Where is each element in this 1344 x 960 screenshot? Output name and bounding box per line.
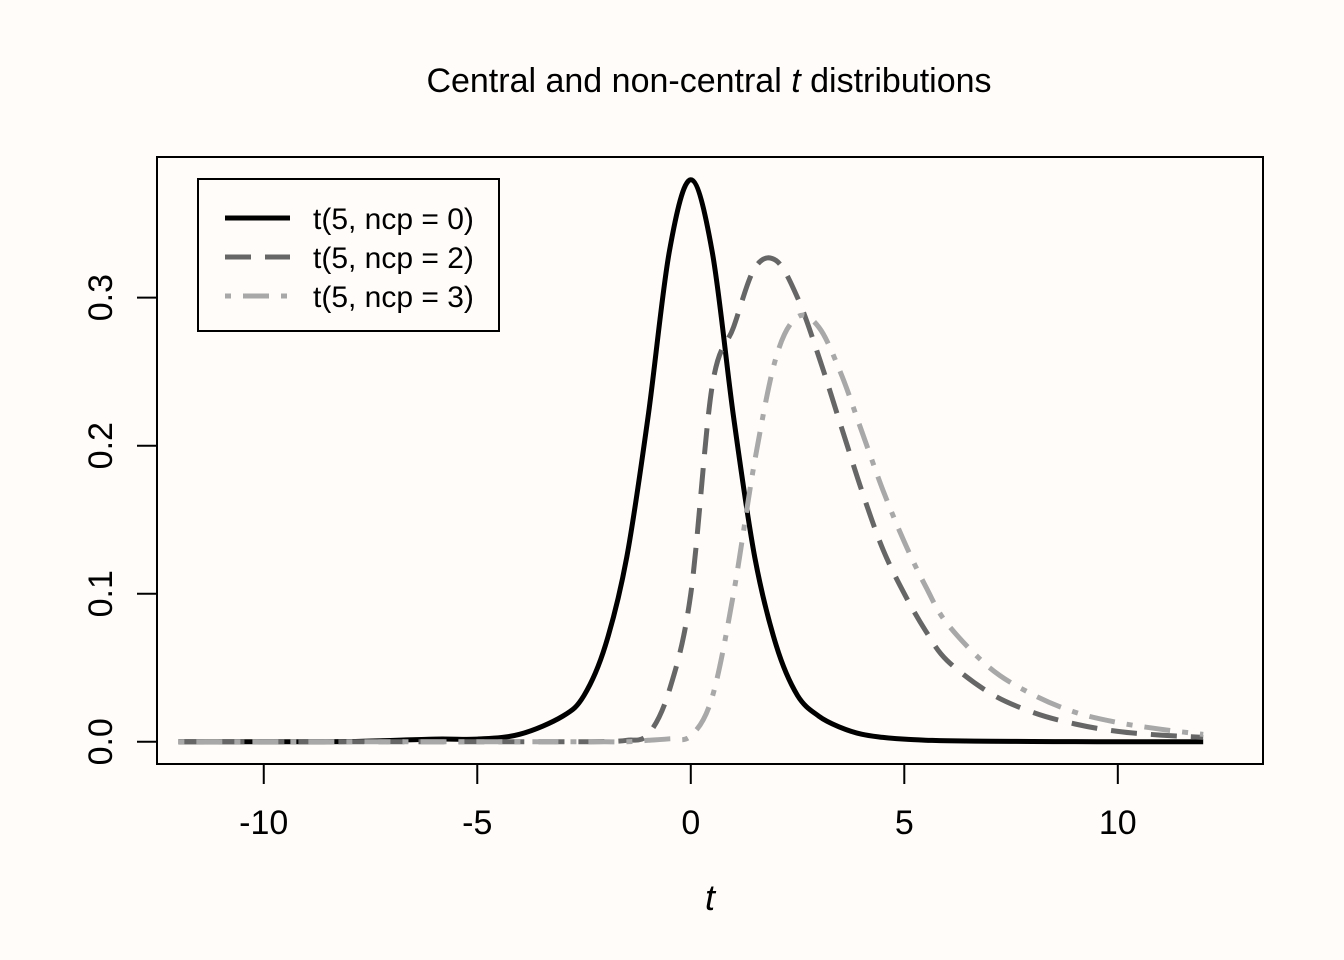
x-tick-label: 10 <box>1099 804 1137 842</box>
x-tick-label: -10 <box>239 804 288 842</box>
legend: t(5, ncp = 0) t(5, ncp = 2) t(5, ncp = 3) <box>197 178 500 332</box>
series-line-1 <box>178 177 1204 745</box>
chart-title-prefix: Central and non-central <box>426 62 791 100</box>
series-layer <box>178 177 1204 745</box>
x-tick-label: 0 <box>681 804 700 842</box>
x-tick-label: -5 <box>462 804 492 842</box>
y-tick-label: 0.3 <box>82 274 120 321</box>
x-axis: -10 -5 0 5 10 <box>239 763 1137 842</box>
y-tick-label: 0.2 <box>82 422 120 469</box>
legend-label: t(5, ncp = 3) <box>313 281 474 314</box>
series-line-3 <box>178 312 1204 745</box>
series-line-2 <box>178 255 1204 745</box>
x-tick-label: 5 <box>895 804 914 842</box>
chart-title-italic: t <box>791 62 802 100</box>
y-tick-label: 0.1 <box>82 570 120 617</box>
y-axis: 0.0 0.1 0.2 0.3 <box>82 274 158 765</box>
y-tick-label: 0.0 <box>82 718 120 765</box>
chart-title-suffix: distributions <box>801 62 992 100</box>
legend-label: t(5, ncp = 0) <box>313 203 474 236</box>
legend-label: t(5, ncp = 2) <box>313 242 474 275</box>
chart-title: Central and non-central t distributions <box>426 62 991 100</box>
x-axis-label: t <box>705 877 717 918</box>
